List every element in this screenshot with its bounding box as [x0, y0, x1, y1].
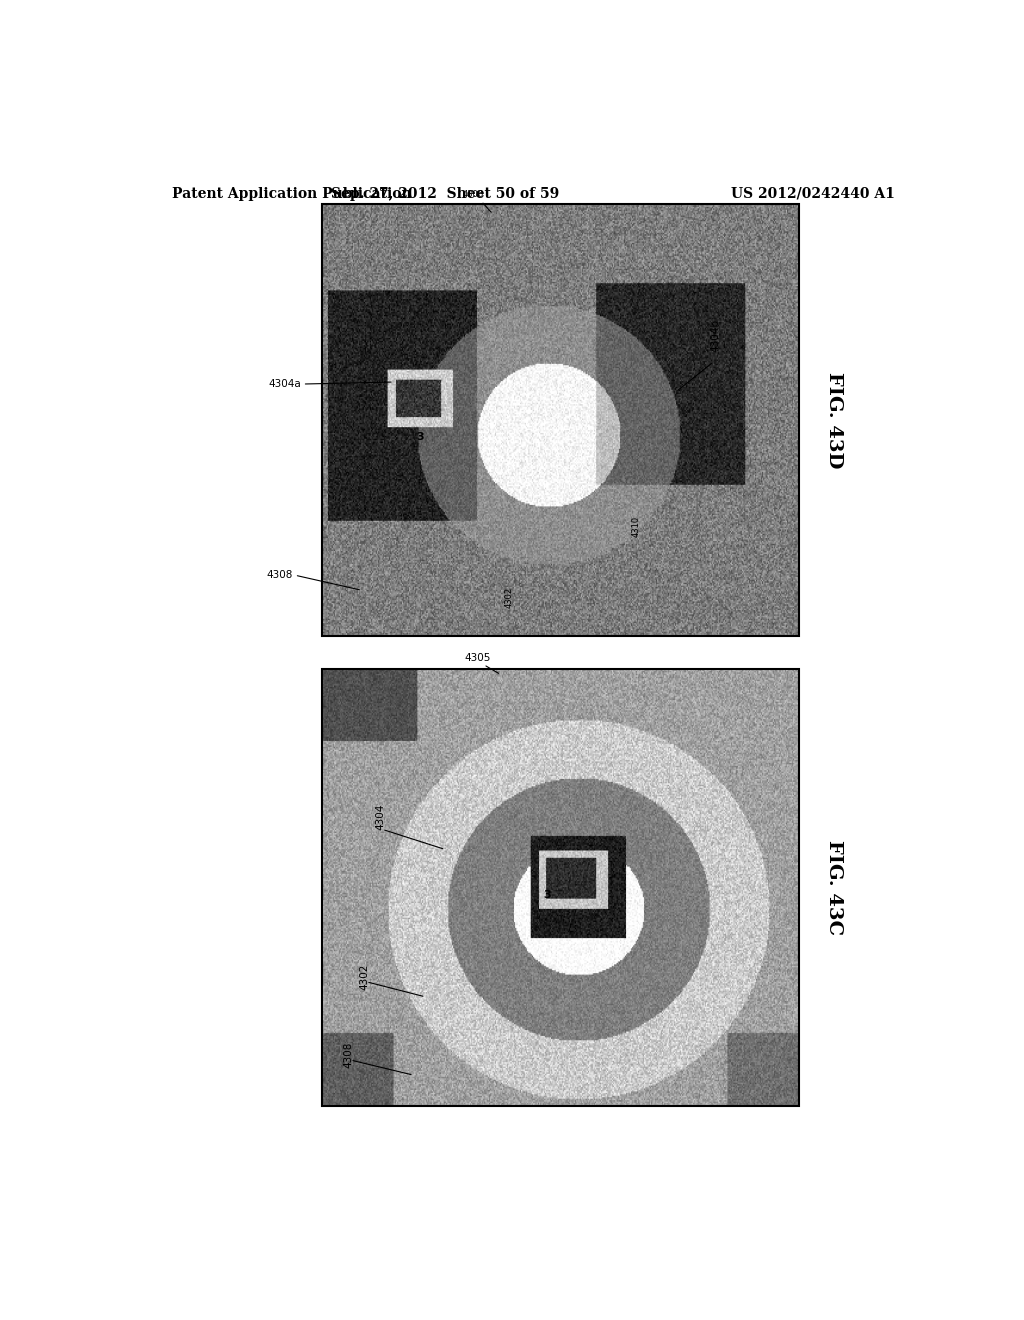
Bar — [323, 205, 799, 636]
Text: 4304a: 4304a — [268, 379, 301, 389]
Text: 4305: 4305 — [464, 652, 490, 663]
Text: 4302: 4302 — [359, 964, 370, 990]
Text: Patent Application Publication: Patent Application Publication — [172, 187, 412, 201]
Text: FIG. 43C: FIG. 43C — [825, 840, 844, 935]
Text: Sep. 27, 2012  Sheet 50 of 59: Sep. 27, 2012 Sheet 50 of 59 — [332, 187, 559, 201]
Text: 3: 3 — [416, 432, 424, 442]
Text: 4310: 4310 — [632, 516, 641, 537]
Text: 4304b: 4304b — [711, 318, 720, 351]
Text: 4308: 4308 — [344, 1041, 353, 1068]
Text: FIG. 43D: FIG. 43D — [825, 372, 844, 469]
Bar — [323, 669, 799, 1106]
Text: 4308: 4308 — [266, 570, 293, 579]
Text: 4302: 4302 — [505, 587, 513, 609]
Text: 3: 3 — [543, 890, 551, 900]
Text: 4306: 4306 — [463, 190, 484, 199]
Text: US 2012/0242440 A1: US 2012/0242440 A1 — [731, 187, 895, 201]
Text: 4304: 4304 — [376, 804, 385, 830]
